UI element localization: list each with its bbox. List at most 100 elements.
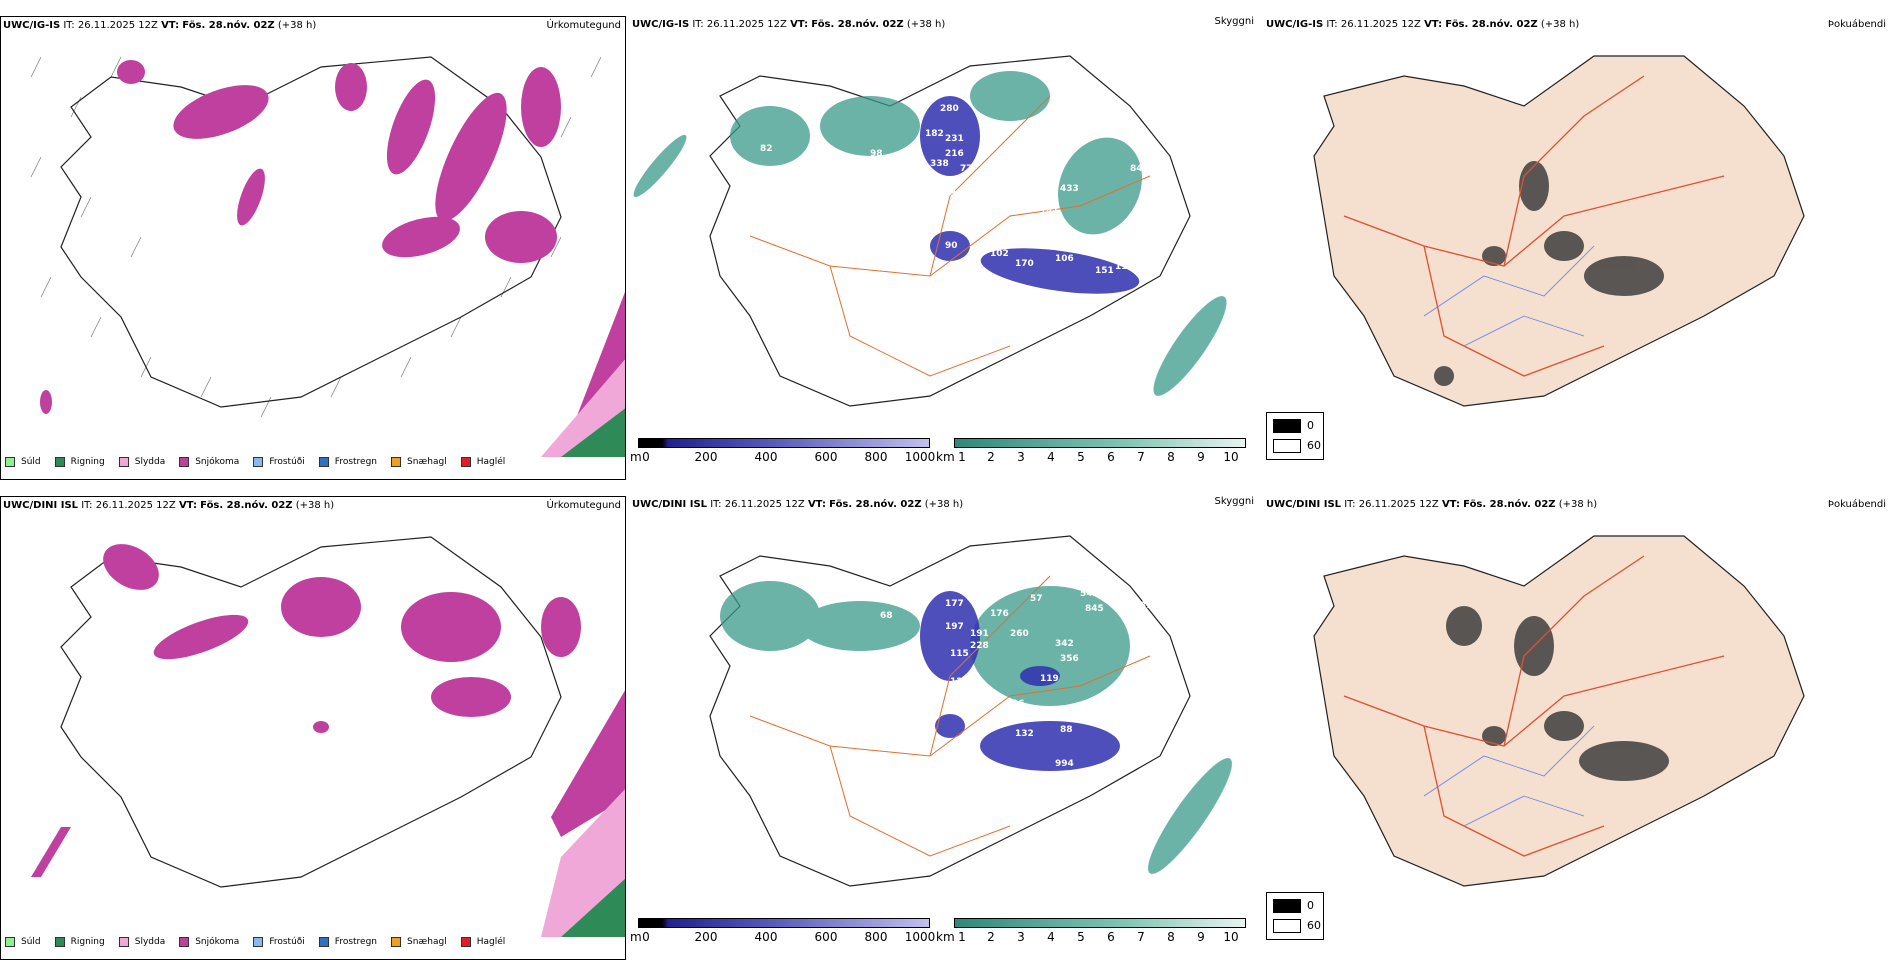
svg-text:319: 319	[1140, 601, 1159, 611]
panel-precip-type-igis: UWC/IG-IS IT: 26.11.2025 12Z VT: Fös. 28…	[0, 16, 626, 480]
panel-type-label: Þokuábendi	[1827, 499, 1886, 510]
svg-text:433: 433	[1060, 184, 1079, 194]
svg-text:994: 994	[1055, 759, 1074, 769]
svg-text:117: 117	[998, 714, 1017, 724]
panel-type-label: Úrkomutegund	[546, 20, 621, 31]
legend-item: Snjókoma	[179, 457, 239, 467]
legend-item: Slydda	[118, 457, 165, 467]
svg-text:356: 356	[1060, 654, 1079, 664]
svg-text:247: 247	[1180, 639, 1199, 649]
panel-title: UWC/DINI ISL IT: 26.11.2025 12Z VT: Fös.…	[1266, 499, 1598, 510]
panel-type-label: Skyggni	[1214, 16, 1254, 27]
svg-text:16: 16	[1012, 699, 1025, 709]
svg-text:132: 132	[1015, 729, 1034, 739]
visibility-colorbar: km 1 2 3 4 5 6 7 8 9 10	[936, 918, 1252, 948]
svg-text:189: 189	[1025, 229, 1044, 239]
precip-legend: Súld Rigning Slydda Snjókoma Frostúði Fr…	[5, 937, 505, 947]
panel-title: UWC/DINI ISL IT: 26.11.2025 12Z VT: Fös.…	[632, 499, 964, 510]
svg-text:280: 280	[940, 104, 959, 114]
ceiling-colorbar: m 0 200 400 600 800 1000	[630, 918, 935, 948]
svg-text:216: 216	[945, 149, 964, 159]
panel-visibility-igis: UWC/IG-IS IT: 26.11.2025 12Z VT: Fös. 28…	[630, 16, 1256, 480]
legend-item: Súld	[5, 457, 41, 467]
legend-item: Haglél	[460, 457, 505, 467]
svg-text:293: 293	[1130, 619, 1149, 629]
legend-item: Snjókoma	[179, 937, 239, 947]
svg-text:11: 11	[880, 681, 893, 691]
svg-text:217: 217	[1100, 704, 1119, 714]
svg-text:346: 346	[975, 569, 994, 579]
panel-type-label: Úrkomutegund	[546, 500, 621, 511]
svg-text:77: 77	[960, 164, 973, 174]
visibility-colorbar: km 1 2 3 4 5 6 7 8 9 10	[936, 438, 1252, 468]
svg-text:260: 260	[1010, 629, 1029, 639]
legend-item: Rigning	[54, 457, 105, 467]
svg-text:228: 228	[970, 641, 989, 651]
svg-text:115: 115	[950, 649, 969, 659]
svg-text:173: 173	[1110, 234, 1129, 244]
svg-text:11: 11	[720, 699, 733, 709]
svg-text:170: 170	[1015, 259, 1034, 269]
legend-item: Súld	[5, 937, 41, 947]
svg-text:542: 542	[1080, 589, 1099, 599]
panel-title: UWC/IG-IS IT: 26.11.2025 12Z VT: Fös. 28…	[1266, 19, 1580, 30]
panel-precip-type-dini: UWC/DINI ISL IT: 26.11.2025 12Z VT: Fös.…	[0, 496, 626, 960]
svg-text:151: 151	[1095, 266, 1114, 276]
svg-text:379: 379	[1185, 194, 1204, 204]
svg-text:94: 94	[950, 189, 963, 199]
svg-text:32: 32	[1140, 712, 1153, 722]
svg-text:27: 27	[1155, 699, 1168, 709]
panel-title: UWC/DINI ISL IT: 26.11.2025 12Z VT: Fös.…	[3, 500, 335, 511]
svg-text:845: 845	[1085, 604, 1104, 614]
panel-type-label: Skyggni	[1214, 496, 1254, 507]
svg-text:83: 83	[1150, 214, 1163, 224]
panel-visibility-dini: UWC/DINI ISL IT: 26.11.2025 12Z VT: Fös.…	[630, 496, 1256, 960]
svg-text:141: 141	[1040, 207, 1059, 217]
legend-item: Frostregn	[318, 937, 377, 947]
panel-title: UWC/IG-IS IT: 26.11.2025 12Z VT: Fös. 28…	[3, 20, 317, 31]
svg-text:424: 424	[1135, 687, 1154, 697]
svg-text:327: 327	[1160, 204, 1179, 214]
svg-text:82: 82	[760, 144, 773, 154]
panel-type-label: Þokuábendi	[1827, 19, 1886, 30]
panel-fog-dini: UWC/DINI ISL IT: 26.11.2025 12Z VT: Fös.…	[1264, 496, 1890, 960]
svg-text:19: 19	[890, 239, 903, 249]
svg-text:129: 129	[950, 677, 969, 687]
ceiling-colorbar: m 0 200 400 600 800 1000	[630, 438, 935, 468]
fog-legend: 0 60	[1266, 892, 1324, 940]
svg-text:236: 236	[1150, 249, 1169, 259]
svg-text:68: 68	[830, 184, 843, 194]
legend-item: Slydda	[118, 937, 165, 947]
precip-map	[30, 56, 625, 457]
fog-legend: 0 60	[1266, 412, 1324, 460]
svg-text:231: 231	[945, 134, 964, 144]
precip-map	[31, 536, 625, 937]
svg-text:77: 77	[1042, 169, 1055, 179]
svg-text:177: 177	[945, 599, 964, 609]
legend-item: Snæhagl	[391, 457, 447, 467]
svg-text:424: 424	[1140, 674, 1159, 684]
legend-item: Frostúði	[253, 457, 305, 467]
legend-item: Haglél	[460, 937, 505, 947]
svg-text:114: 114	[1115, 262, 1134, 272]
svg-text:68: 68	[880, 611, 893, 621]
svg-text:88: 88	[1060, 725, 1073, 735]
svg-text:90: 90	[945, 241, 958, 251]
svg-text:57: 57	[1030, 594, 1043, 604]
svg-text:102: 102	[990, 249, 1009, 259]
svg-text:117: 117	[1115, 729, 1134, 739]
legend-item: Snæhagl	[391, 937, 447, 947]
svg-text:84: 84	[1130, 164, 1143, 174]
svg-text:52: 52	[995, 584, 1008, 594]
svg-text:98: 98	[870, 149, 883, 159]
svg-text:197: 197	[945, 622, 964, 632]
legend-item: Frostregn	[318, 457, 377, 467]
svg-text:342: 342	[1055, 639, 1074, 649]
visibility-map: 346 52 177 197 176 191 228 115 68 260 57…	[709, 535, 1232, 887]
panel-fog-igis: UWC/IG-IS IT: 26.11.2025 12Z VT: Fös. 28…	[1264, 16, 1890, 480]
svg-text:182: 182	[925, 129, 944, 139]
precip-legend: Súld Rigning Slydda Snjókoma Frostúði Fr…	[5, 457, 505, 467]
fog-map	[1313, 55, 1805, 407]
panel-title: UWC/IG-IS IT: 26.11.2025 12Z VT: Fös. 28…	[632, 19, 946, 30]
svg-text:338: 338	[930, 159, 949, 169]
